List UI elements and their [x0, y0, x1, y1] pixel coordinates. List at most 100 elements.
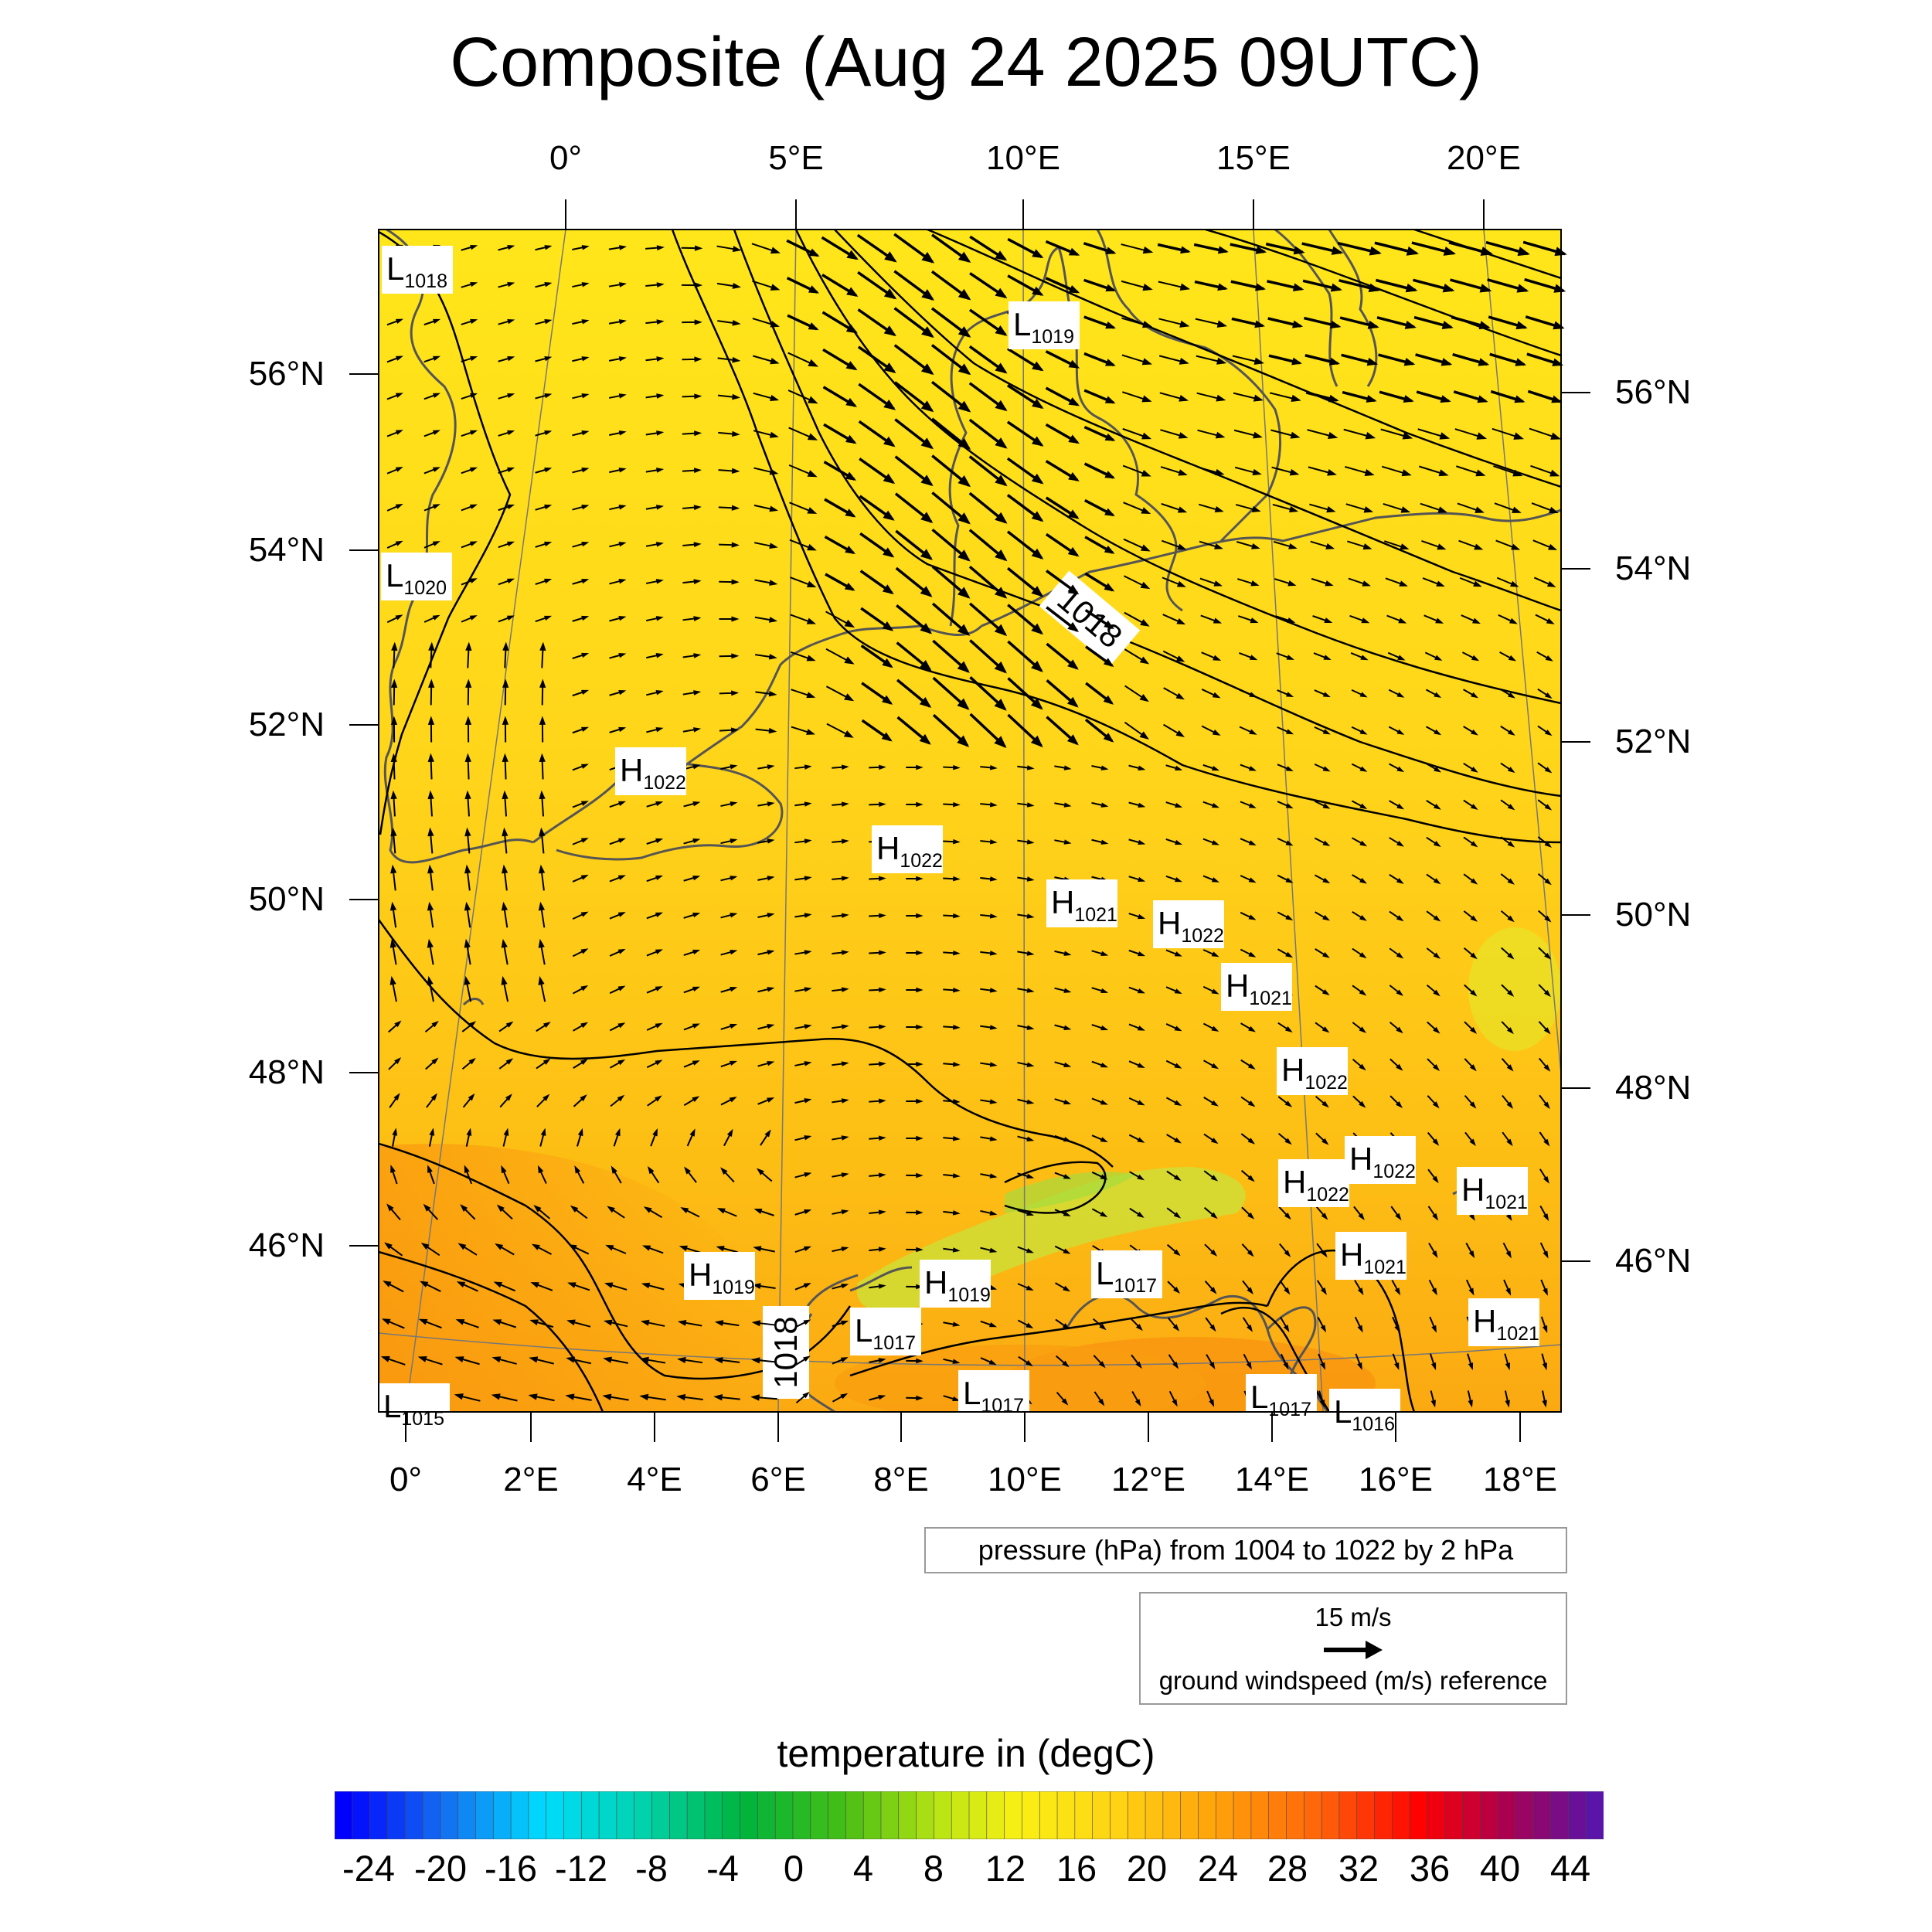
wind-arrowhead — [1553, 284, 1566, 293]
wind-arrowhead — [1063, 1136, 1072, 1142]
wind-arrowhead — [1141, 395, 1152, 403]
wind-arrowhead — [1211, 988, 1219, 995]
wind-arrowhead — [1437, 506, 1447, 513]
wind-arrowhead — [808, 396, 818, 404]
wind-arrowhead — [543, 1094, 550, 1101]
wind-arrowhead — [566, 1319, 576, 1326]
temperature-colorbar — [335, 1791, 1604, 1839]
wind-arrowhead — [916, 876, 923, 882]
wind-arrowhead — [680, 1207, 689, 1214]
wind-arrowhead — [1292, 320, 1304, 328]
wind-arrowhead — [769, 468, 779, 475]
wind-arrowhead — [1061, 1398, 1069, 1406]
wind-arrowhead — [617, 1094, 625, 1102]
wind-arrowhead — [1248, 766, 1257, 771]
wind-arrowhead — [1544, 730, 1553, 736]
wind-arrowhead — [1180, 246, 1191, 254]
wind-arrowhead — [692, 764, 701, 770]
wind-arrowhead — [989, 1099, 998, 1104]
wind-arrowhead — [505, 1058, 514, 1065]
wind-arrowhead — [1031, 586, 1044, 597]
wind-arrowhead — [617, 1059, 626, 1066]
wind-arrowhead — [1321, 989, 1330, 996]
wind-arrowhead — [1394, 1325, 1400, 1333]
wind-arrowhead — [580, 1094, 587, 1102]
wind-arrowhead — [390, 753, 397, 762]
wind-arrowhead — [1216, 394, 1226, 402]
wind-arrowhead — [716, 1208, 726, 1214]
wind-arrowhead — [395, 503, 403, 509]
wind-arrowhead — [878, 1395, 886, 1400]
wind-arrowhead — [1138, 839, 1146, 845]
wind-arrowhead — [655, 690, 664, 696]
wind-arrowhead — [957, 661, 970, 673]
pressure-center-box — [382, 246, 453, 294]
wind-arrowhead — [1175, 765, 1183, 771]
wind-arrowhead — [1470, 841, 1478, 848]
wind-arrowhead — [395, 393, 403, 398]
wind-arrowhead — [1507, 841, 1515, 848]
wind-arrowhead — [464, 1165, 470, 1174]
wind-arrowhead — [751, 1320, 761, 1327]
wind-arrowhead — [464, 753, 471, 763]
wind-arrowhead — [713, 1394, 723, 1401]
wind-arrowhead — [1175, 692, 1185, 700]
wind-arrowhead — [1322, 914, 1331, 921]
wind-arrowhead — [989, 1136, 998, 1141]
colorbar-swatch — [669, 1791, 688, 1839]
wind-arrowhead — [770, 358, 780, 365]
pressure-center-box — [920, 1260, 991, 1308]
wind-arrowhead — [879, 1024, 886, 1030]
bottom-lon-label: 10°E — [988, 1461, 1062, 1498]
wind-arrowhead — [507, 430, 515, 436]
pressure-center-label: H1021 — [1461, 1172, 1528, 1213]
colorbar-swatch — [1127, 1791, 1146, 1839]
wind-arrowhead — [953, 987, 961, 993]
wind-arrowhead — [684, 1166, 692, 1175]
pressure-center-low: L1017 — [850, 1308, 921, 1355]
wind-arrowhead — [988, 1322, 998, 1328]
wind-arrowhead — [841, 1172, 849, 1178]
wind-arrowhead — [841, 838, 849, 844]
wind-arrowhead — [384, 1242, 393, 1250]
wind-arrowhead — [1543, 1101, 1550, 1110]
wind-arrowhead — [1434, 729, 1442, 736]
wind-arrowhead — [806, 729, 815, 735]
wind-arrowhead — [1431, 1325, 1437, 1333]
wind-arrowhead — [1286, 655, 1294, 660]
wind-reference-legend: 15 m/s ground windspeed (m/s) reference — [1139, 1592, 1567, 1705]
wind-arrowhead — [1140, 619, 1150, 627]
wind-arrowhead — [957, 474, 971, 488]
wind-arrowhead — [989, 1210, 998, 1216]
wind-arrowhead — [1289, 468, 1300, 476]
wind-arrowhead — [1434, 655, 1443, 661]
wind-arrowhead — [1440, 395, 1451, 403]
wind-arrowhead — [1283, 1362, 1289, 1370]
wind-arrowhead — [395, 318, 403, 324]
wind-arrowhead — [456, 1281, 466, 1288]
wind-arrowhead — [618, 726, 627, 733]
wind-arrowhead — [468, 1057, 476, 1065]
wind-arrowhead — [1514, 395, 1526, 403]
wind-arrowhead — [454, 1393, 464, 1400]
wind-arrowhead — [617, 912, 626, 917]
wind-arrowhead — [1291, 357, 1302, 366]
wind-arrowhead — [618, 468, 627, 473]
wind-arrowhead — [720, 1167, 728, 1175]
wind-arrowhead — [395, 614, 403, 621]
wind-arrowhead — [507, 467, 515, 473]
wind-arrowhead — [1439, 432, 1451, 440]
wind-arrowhead — [655, 505, 665, 510]
wind-arrowhead — [581, 319, 590, 325]
wind-arrowhead — [730, 950, 738, 955]
wind-arrowhead — [1433, 1026, 1440, 1034]
colorbar-tick-label: 8 — [923, 1848, 944, 1889]
wind-arrowhead — [1174, 1026, 1182, 1032]
wind-arrowhead — [580, 948, 589, 954]
finland-gotland-coast — [1328, 230, 1378, 387]
wind-arrowhead — [1031, 473, 1044, 485]
colorbar-swatch — [546, 1791, 565, 1839]
wind-arrowhead — [1549, 506, 1559, 514]
pressure-center-low: L1019 — [1009, 301, 1080, 349]
wind-arrowhead — [647, 1165, 655, 1175]
